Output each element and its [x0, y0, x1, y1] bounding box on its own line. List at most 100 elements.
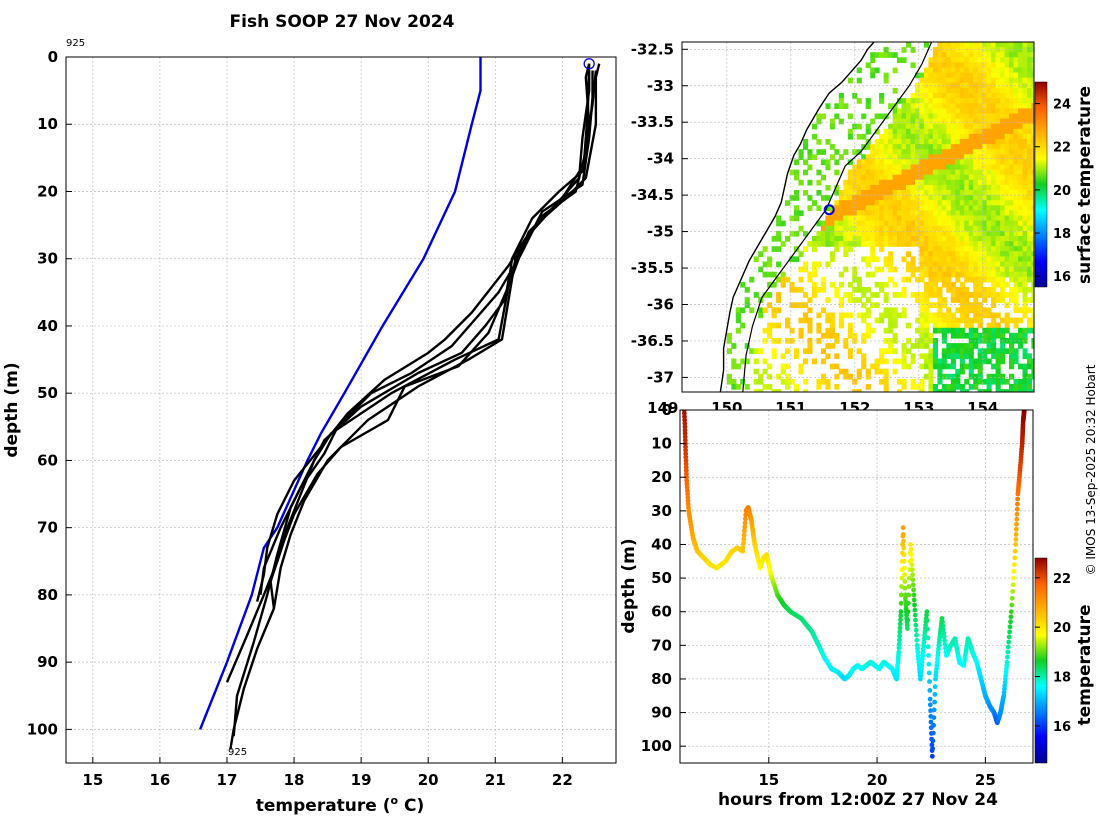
- map-cell: [798, 327, 804, 334]
- map-cell: [991, 108, 997, 115]
- map-cell: [789, 327, 795, 334]
- map-cell: [883, 230, 889, 237]
- map-cell: [991, 353, 997, 360]
- map-cell: [928, 57, 934, 63]
- map-cell: [1004, 205, 1010, 211]
- map-cell: [991, 363, 997, 370]
- map-cell: [865, 144, 871, 150]
- map-cell: [915, 87, 921, 94]
- map-cell: [946, 363, 952, 370]
- map-cell: [910, 144, 916, 150]
- map-cell: [767, 292, 773, 298]
- section-point: [685, 491, 690, 497]
- map-cell: [825, 378, 831, 385]
- map-cell: [982, 307, 988, 314]
- map-cell: [1000, 246, 1006, 252]
- map-cell: [901, 118, 907, 125]
- map-cell: [991, 230, 997, 237]
- map-cell: [829, 256, 835, 263]
- map-cell: [995, 205, 1001, 211]
- map-cell: [946, 281, 952, 288]
- map-cell: [861, 159, 867, 166]
- map-cell: [861, 113, 867, 120]
- map-cell: [941, 251, 947, 257]
- map-cell: [1009, 195, 1015, 201]
- section-ytick-label: 30: [651, 502, 672, 520]
- map-cell: [1022, 190, 1028, 196]
- map-cell: [995, 373, 1001, 380]
- map-cell: [1031, 241, 1034, 247]
- map-cell: [825, 195, 831, 201]
- map-cell: [731, 363, 737, 370]
- section-point: [683, 468, 689, 473]
- map-cell: [847, 200, 853, 206]
- map-cell: [959, 368, 965, 375]
- figure-title: Fish SOOP 27 Nov 2024: [230, 12, 455, 32]
- map-cell: [986, 261, 992, 268]
- map-cell: [1018, 72, 1024, 79]
- map-cell: [968, 368, 974, 375]
- map-cell: [1031, 184, 1034, 191]
- map-cell: [856, 184, 862, 191]
- map-cell: [946, 215, 952, 222]
- map-cell: [888, 322, 894, 329]
- map-cell: [959, 297, 965, 303]
- map-cell: [1022, 368, 1028, 375]
- section-point: [940, 627, 946, 632]
- map-cell: [932, 312, 938, 319]
- map-cell: [1000, 184, 1006, 191]
- map-cell: [1013, 378, 1019, 385]
- map-cell: [941, 184, 947, 191]
- map-cell: [977, 348, 983, 354]
- map-cell: [941, 220, 947, 227]
- map-cell: [847, 322, 853, 329]
- map-cell: [946, 389, 952, 392]
- map-cell: [946, 87, 952, 94]
- map-cell: [807, 241, 813, 247]
- map-cell: [1000, 230, 1006, 237]
- map-cell: [1000, 266, 1006, 273]
- map-cell: [982, 179, 988, 186]
- map-cell: [1022, 144, 1028, 150]
- map-cell: [995, 230, 1001, 237]
- map-cell: [1004, 169, 1010, 176]
- map-cell: [919, 103, 925, 109]
- map-cell: [982, 164, 988, 171]
- map-cell: [923, 67, 929, 74]
- map-cell: [932, 246, 938, 252]
- map-cell: [1027, 159, 1033, 166]
- map-cell: [937, 144, 943, 150]
- map-cell: [847, 215, 853, 222]
- map-cell: [919, 261, 925, 268]
- map-cell: [865, 128, 871, 135]
- map-cell: [986, 77, 992, 84]
- map-cell: [874, 174, 880, 181]
- map-cell: [798, 287, 804, 293]
- map-cell: [870, 57, 876, 63]
- map-cell: [968, 220, 974, 227]
- map-cell: [946, 348, 952, 354]
- map-cell: [883, 210, 889, 217]
- section-ytick-label: 50: [651, 569, 672, 587]
- map-cell: [879, 312, 885, 319]
- map-cell: [744, 343, 750, 349]
- map-cell: [950, 287, 956, 293]
- map-cell: [928, 169, 934, 176]
- profile-x-axis-label: temperature (o C): [256, 794, 425, 816]
- map-cell: [843, 373, 849, 380]
- section-point: [925, 626, 930, 632]
- map-cell: [1004, 179, 1010, 186]
- map-cell: [825, 236, 831, 242]
- map-cell: [811, 292, 817, 298]
- section-point: [1005, 644, 1011, 650]
- map-cell: [959, 281, 965, 288]
- map-cell: [959, 343, 965, 349]
- map-cell: [919, 87, 925, 94]
- section-point: [1021, 410, 1027, 413]
- map-cell: [816, 118, 822, 125]
- map-cell: [915, 118, 921, 125]
- map-cell: [950, 108, 956, 115]
- map-cell: [888, 317, 894, 324]
- map-cell: [928, 353, 934, 360]
- map-cell: [950, 139, 956, 145]
